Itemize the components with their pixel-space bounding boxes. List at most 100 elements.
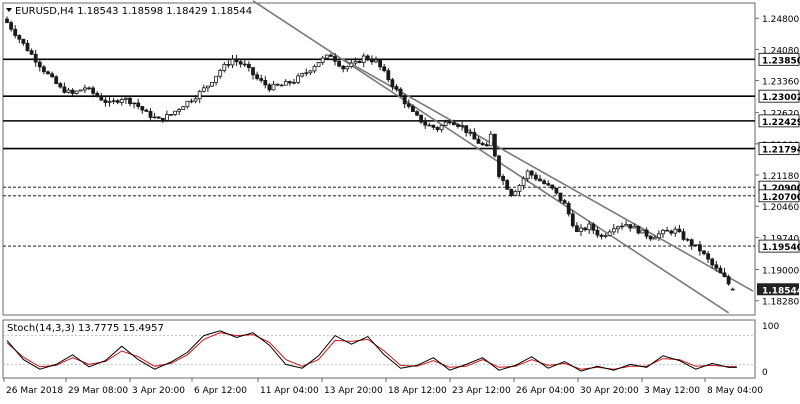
candle [529, 169, 534, 179]
candle [230, 55, 235, 69]
candle-body [702, 250, 706, 255]
candle [246, 61, 251, 72]
candle-body [99, 96, 104, 101]
candle [382, 63, 387, 73]
candle-body [70, 89, 75, 94]
main-panel-frame [2, 2, 756, 316]
candle [136, 98, 141, 110]
y-tick-label: 1.20460 [762, 203, 799, 213]
candle [169, 113, 173, 116]
candle [144, 108, 149, 112]
candle-body [566, 202, 571, 215]
candle [62, 82, 67, 94]
candle [87, 86, 91, 91]
x-tick-label: 3 May 12:00 [644, 386, 700, 396]
indicator-header: Stoch(14,3,3) 13.7775 15.4957 [7, 323, 164, 334]
candle-body [29, 50, 34, 55]
candle-body [333, 56, 337, 62]
candle-body [620, 225, 624, 228]
candle-body [156, 116, 161, 119]
level-label-6: 1.19540 [762, 243, 800, 253]
candle [205, 85, 210, 93]
candle [521, 176, 526, 190]
candle-body [513, 190, 518, 196]
candle-body [312, 66, 317, 72]
candle-body [611, 228, 616, 233]
candle-body [160, 117, 165, 121]
candle [308, 70, 313, 76]
candle [271, 81, 276, 91]
candle [369, 55, 374, 65]
level-label-box-6 [758, 239, 800, 253]
symbol-dropdown-icon[interactable] [6, 8, 12, 12]
candle-body [718, 267, 723, 274]
candle-body [189, 100, 194, 103]
candle [328, 53, 333, 57]
candle-body [554, 187, 559, 194]
level-label-4: 1.20900 [762, 184, 800, 194]
candle [181, 105, 186, 110]
candle [406, 99, 411, 109]
candle [33, 49, 38, 67]
candle [603, 233, 608, 239]
candle-body [337, 60, 342, 67]
candle [464, 125, 469, 137]
candle [579, 224, 583, 237]
candle-body [124, 97, 128, 100]
candle [361, 53, 366, 68]
candle-body [283, 81, 288, 86]
candle [648, 235, 653, 242]
candle-body [382, 66, 387, 72]
candle [677, 224, 682, 233]
candle-body [538, 178, 542, 182]
candle [74, 90, 79, 95]
candle-body [320, 57, 325, 63]
candle-body [595, 229, 600, 236]
candle [419, 114, 424, 124]
candle-body [550, 184, 555, 189]
candle [423, 117, 428, 130]
candle-body [103, 99, 108, 103]
candle [103, 96, 108, 107]
indicator-panel-frame [2, 319, 756, 379]
candle [201, 84, 206, 93]
candle [431, 124, 436, 130]
candle-body [267, 84, 272, 91]
candle [226, 60, 231, 69]
candle [177, 108, 182, 116]
candle-body [443, 121, 448, 126]
candle-body [689, 239, 694, 246]
candle-body [451, 122, 456, 126]
candle-body [115, 100, 120, 103]
candle-body [497, 155, 501, 177]
candle [25, 40, 30, 52]
candle-body [456, 124, 460, 127]
candle-body [140, 106, 145, 111]
candle [534, 172, 538, 182]
candle [99, 92, 104, 101]
candle-body [484, 144, 489, 147]
candle [111, 97, 116, 105]
candle [287, 80, 292, 87]
level-label-5: 1.20700 [762, 193, 800, 203]
candle [427, 122, 432, 127]
candle [566, 201, 571, 217]
candle [706, 251, 710, 263]
level-label-box-2 [758, 114, 800, 128]
candle-body [706, 253, 710, 260]
candle [50, 71, 54, 78]
candle-body [197, 90, 202, 100]
candle-body [673, 228, 678, 234]
candle-body [78, 89, 83, 92]
candle [640, 229, 645, 234]
candle-body [431, 124, 436, 128]
candle [554, 187, 559, 195]
candle [210, 82, 214, 87]
candle [365, 54, 370, 62]
candle-body [263, 80, 268, 86]
candle [689, 238, 694, 250]
candle [673, 226, 678, 237]
y-tick-label: 1.19740 [762, 234, 799, 244]
candle-body [488, 133, 493, 147]
